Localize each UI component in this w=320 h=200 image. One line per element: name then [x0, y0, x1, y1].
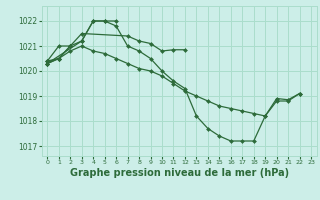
X-axis label: Graphe pression niveau de la mer (hPa): Graphe pression niveau de la mer (hPa): [70, 168, 289, 178]
